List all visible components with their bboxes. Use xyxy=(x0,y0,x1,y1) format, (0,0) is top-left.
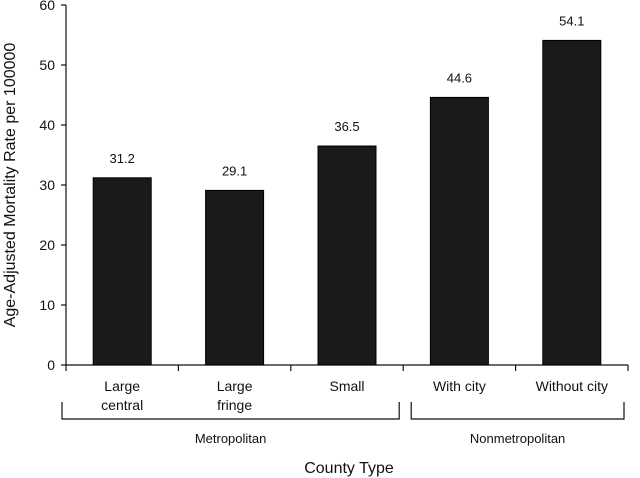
y-tick-label: 0 xyxy=(47,357,55,373)
category-label: fringe xyxy=(217,397,252,413)
category-label: Large xyxy=(104,378,140,394)
data-label: 31.2 xyxy=(110,151,135,166)
data-label: 44.6 xyxy=(447,70,472,85)
data-label: 36.5 xyxy=(334,119,359,134)
category-label: central xyxy=(101,397,143,413)
bar xyxy=(429,96,489,366)
y-tick-label: 60 xyxy=(39,0,55,13)
data-label: 54.1 xyxy=(559,13,584,28)
y-tick-label: 20 xyxy=(39,237,55,253)
bar xyxy=(205,189,265,366)
data-label: 29.1 xyxy=(222,163,247,178)
y-tick-label: 40 xyxy=(39,117,55,133)
group-bracket xyxy=(61,402,400,420)
group-label: Metropolitan xyxy=(195,431,267,446)
bar xyxy=(542,39,602,366)
category-label: Small xyxy=(329,378,364,394)
y-tick-label: 10 xyxy=(39,297,55,313)
group-label: Nonmetropolitan xyxy=(470,431,565,446)
category-label: Large xyxy=(217,378,253,394)
y-axis-title: Age-Adjusted Mortality Rate per 100000 xyxy=(2,43,19,328)
category-label: Without city xyxy=(536,378,608,394)
bar xyxy=(317,145,377,366)
y-tick-label: 50 xyxy=(39,57,55,73)
x-axis-title: County Type xyxy=(304,460,394,477)
bar xyxy=(92,177,152,366)
group-bracket xyxy=(410,402,625,420)
category-label: With city xyxy=(433,378,486,394)
y-tick-label: 30 xyxy=(39,177,55,193)
